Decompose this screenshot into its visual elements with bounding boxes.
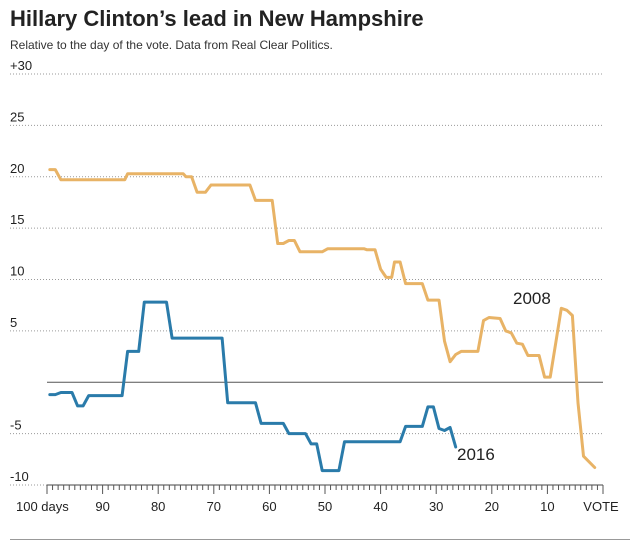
- x-tick-label: 50: [318, 499, 332, 514]
- series-label-2016: 2016: [457, 445, 495, 464]
- chart-title: Hillary Clinton’s lead in New Hampshire: [10, 6, 424, 31]
- chart-subtitle: Relative to the day of the vote. Data fr…: [10, 38, 333, 52]
- x-tick-label: 80: [151, 499, 165, 514]
- bottom-divider: [10, 539, 630, 540]
- x-tick-label: 20: [485, 499, 499, 514]
- series-label-2008: 2008: [513, 289, 551, 308]
- series-layer: [48, 168, 597, 473]
- x-tick-label: 100 days: [16, 499, 69, 514]
- x-tick-label: 40: [373, 499, 387, 514]
- series-line-2016: [48, 300, 458, 473]
- y-tick-label: 5: [10, 315, 17, 330]
- x-tick-label: 70: [207, 499, 221, 514]
- y-tick-label: -5: [10, 418, 22, 433]
- series-line-2008: [48, 168, 597, 469]
- axis-layer: +30 25 20 15 10 5 -5 -10 100 days 90 80 70 60 50 40 30 2…: [10, 58, 619, 514]
- x-tick-label: VOTE: [583, 499, 619, 514]
- y-tick-label: +30: [10, 58, 32, 73]
- y-tick-label: -10: [10, 469, 29, 484]
- y-tick-label: 20: [10, 161, 24, 176]
- x-tick-label: 60: [262, 499, 276, 514]
- x-tick-label: 10: [540, 499, 554, 514]
- grid-layer: [10, 73, 603, 486]
- x-tick-label: 90: [95, 499, 109, 514]
- y-tick-label: 25: [10, 109, 24, 124]
- y-tick-label: 15: [10, 212, 24, 227]
- x-tick-label: 30: [429, 499, 443, 514]
- y-tick-label: 10: [10, 264, 24, 279]
